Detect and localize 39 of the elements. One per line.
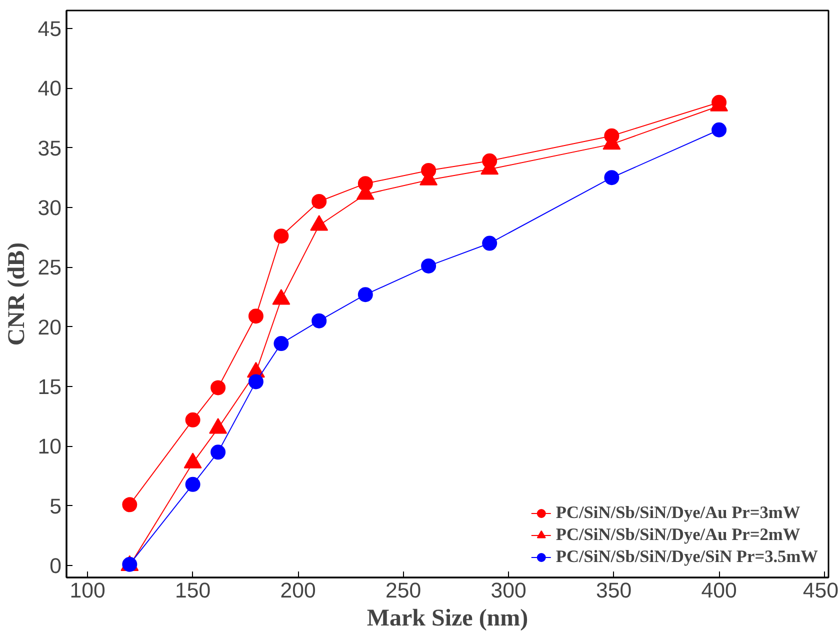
y-tick-label: 0 — [50, 554, 62, 578]
legend-label: PC/SiN/Sb/SiN/Dye/Au Pr=3mW — [556, 503, 800, 523]
y-tick-label: 45 — [38, 16, 62, 41]
point — [274, 228, 289, 244]
y-tick-label: 10 — [38, 434, 62, 459]
point — [248, 374, 264, 390]
point — [248, 308, 264, 324]
point — [312, 313, 327, 328]
legend-label: PC/SiN/Sb/SiN/Dye/SiN Pr=3.5mW — [556, 547, 818, 567]
point — [312, 194, 327, 209]
x-tick-label: 400 — [701, 578, 737, 602]
y-tick-label: 15 — [38, 375, 62, 400]
y-tick-label: 25 — [38, 256, 62, 280]
point — [185, 412, 200, 428]
point — [185, 476, 200, 492]
y-tick-label: 35 — [38, 136, 62, 160]
x-tick-label: 100 — [70, 578, 106, 602]
point — [122, 497, 138, 512]
point — [604, 170, 620, 186]
x-tick-label: 300 — [490, 578, 526, 602]
y-axis-title: CNR (dB) — [4, 242, 30, 346]
point — [712, 122, 727, 138]
x-tick-label: 200 — [280, 578, 316, 602]
x-tick-label: 150 — [175, 578, 211, 602]
point — [421, 258, 436, 274]
point — [210, 444, 226, 460]
legend-label: PC/SiN/Sb/SiN/Dye/Au Pr=2mW — [556, 525, 800, 545]
x-axis-title: Mark Size (nm) — [366, 606, 528, 632]
x-tick-label: 450 — [802, 578, 838, 602]
point — [358, 287, 373, 302]
point — [210, 380, 226, 396]
point — [274, 336, 289, 352]
y-tick-label: 40 — [38, 76, 62, 101]
y-tick-label: 5 — [50, 494, 62, 518]
y-tick-label: 30 — [38, 196, 62, 220]
x-tick-label: 250 — [386, 578, 422, 602]
point — [482, 236, 498, 251]
x-tick-label: 350 — [596, 578, 632, 602]
y-tick-label: 20 — [38, 315, 62, 340]
